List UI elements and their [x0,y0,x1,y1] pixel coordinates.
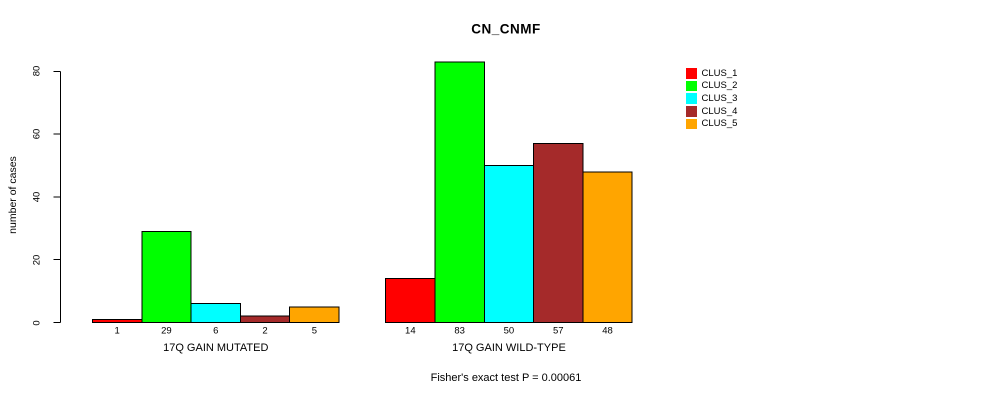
bar-clus_4-group2 [533,143,584,323]
y-tick-label: 0 [31,319,43,326]
bar-clus_5-group2 [582,171,633,323]
bar-clus_2-group2 [434,61,485,323]
legend-swatch-icon [686,106,697,117]
chart-title: CN_CNMF [471,21,541,37]
bar-clus_3-group2 [483,165,535,323]
legend-item-label: CLUS_3 [701,92,738,104]
bar-value-label: 48 [602,325,613,336]
y-tick-label: 40 [31,191,43,203]
bar-clus_1-group1 [92,318,143,323]
bar-clus_3-group1 [190,303,241,324]
bar-value-label: 50 [503,325,515,336]
legend-item: CLUS_1 [686,67,737,80]
bar-clus_5-group1 [289,306,340,323]
legend-item-label: CLUS_2 [701,80,738,92]
legend-swatch-icon [686,93,697,104]
legend-swatch-icon [686,68,697,79]
bar-value-label: 14 [405,325,416,336]
bar-value-label: 6 [213,325,219,336]
y-axis-label: number of cases [7,156,19,234]
y-tick-label: 80 [31,66,43,77]
legend-swatch-icon [686,118,697,130]
legend-item-label: CLUS_1 [701,67,738,79]
legend-swatch-icon [686,80,697,92]
bar-value-label: 5 [311,325,317,336]
bar-clus_4-group1 [239,315,291,324]
bar-value-label: 83 [454,325,465,336]
legend: CLUS_1 CLUS_2 CLUS_3 CLUS_4 CLUS_5 [686,67,737,130]
fisher-test-annotation: Fisher's exact test P = 0.00061 [430,372,582,384]
legend-item-label: CLUS_5 [701,118,738,130]
y-tick-label: 20 [31,254,43,265]
legend-item: CLUS_2 [686,80,737,93]
legend-item: CLUS_4 [686,105,737,118]
bar-value-label: 1 [114,325,120,336]
group-label: 17Q GAIN MUTATED [163,341,269,354]
legend-item-label: CLUS_4 [701,105,738,117]
bar-value-label: 29 [161,325,172,336]
bar-clus_2-group1 [141,230,192,323]
y-tick-label: 60 [31,128,43,140]
bar-clus_1-group2 [385,278,436,324]
bar-value-label: 57 [552,325,564,336]
legend-item: CLUS_5 [686,118,737,131]
group-label: 17Q GAIN WILD-TYPE [452,341,566,354]
legend-item: CLUS_3 [686,92,737,105]
bar-value-label: 2 [262,325,268,336]
